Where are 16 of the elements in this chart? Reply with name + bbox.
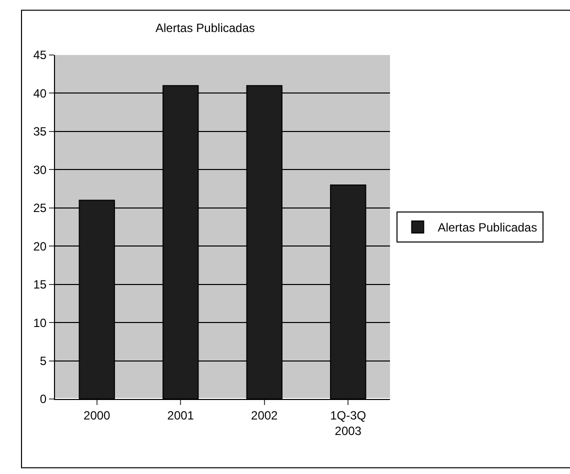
y-tick-label: 30 [33, 162, 47, 177]
y-tick-label: 20 [33, 239, 47, 254]
y-tick-label: 10 [33, 316, 47, 330]
chart-title: Alertas Publicadas [156, 21, 255, 36]
y-tick-label: 40 [33, 86, 47, 100]
y-tick-label: 45 [33, 48, 47, 62]
y-tick-label: 0 [40, 392, 47, 406]
y-tick-label: 35 [33, 124, 47, 139]
x-tick-label: 2000 [84, 408, 111, 422]
y-tick-label: 25 [33, 201, 47, 216]
y-tick-label: 5 [40, 354, 47, 368]
x-tick-label: 2002 [251, 408, 278, 422]
legend-label: Alertas Publicadas [438, 220, 538, 235]
x-tick-label: 2001 [167, 408, 194, 422]
x-tick-label: 1Q-3Q 2003 [330, 408, 366, 438]
y-tick-label: 15 [33, 278, 47, 292]
